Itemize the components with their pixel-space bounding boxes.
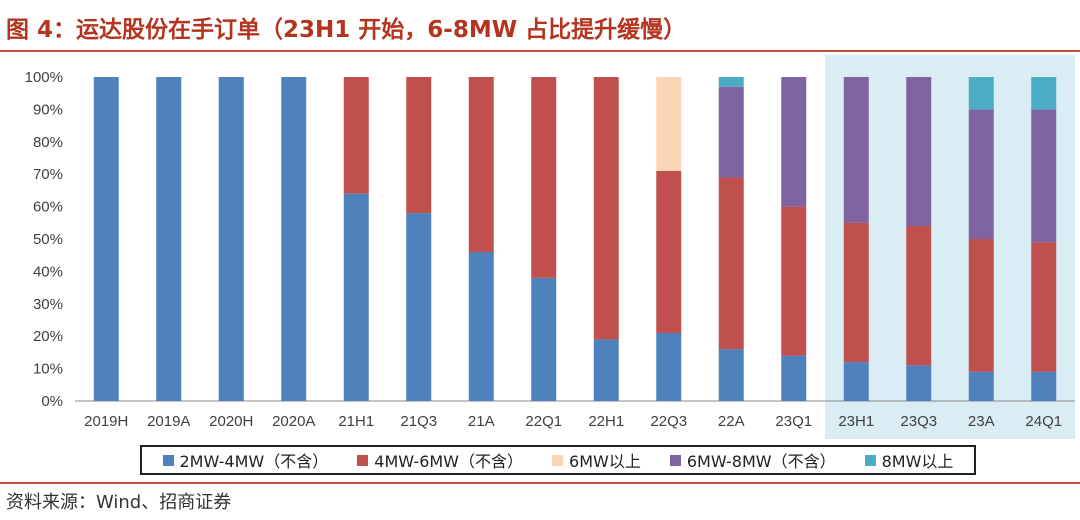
bar-segment — [531, 77, 557, 278]
bar-segment — [343, 193, 369, 401]
bar-segment — [656, 170, 682, 333]
bar-segment — [1031, 242, 1057, 372]
bar-segment — [843, 362, 869, 401]
bar-segment — [593, 77, 619, 340]
y-tick-label: 40% — [33, 263, 63, 280]
y-tick-label: 70% — [33, 166, 63, 183]
y-tick-label: 90% — [33, 101, 63, 118]
legend-label: 4MW-6MW（不含） — [374, 452, 524, 471]
bar-segment — [781, 206, 807, 356]
bar-segment — [531, 277, 557, 401]
x-tick-label: 2020H — [209, 413, 253, 430]
bar-segment — [343, 77, 369, 194]
x-tick-label: 2019H — [84, 413, 128, 430]
bar-segment — [281, 77, 307, 401]
legend-swatch — [357, 454, 369, 466]
source-note: 资料来源：Wind、招商证券 — [6, 492, 232, 513]
legend-item-4-6mw: 4MW-6MW（不含） — [357, 448, 523, 472]
bar-segment — [656, 77, 682, 171]
bar-segment — [468, 77, 494, 252]
stacked-bar-chart: 0% 10% 20% 30% 40% 50% 60% 70% 80% 90% 100% 2019H 20… — [25, 55, 1075, 439]
bar-segment — [656, 332, 682, 401]
legend-swatch — [552, 454, 564, 466]
x-tick-label: 24Q1 — [1025, 413, 1062, 430]
bar-segment — [718, 77, 744, 87]
y-tick-label: 20% — [33, 328, 63, 345]
x-tick-label: 22Q1 — [525, 413, 562, 430]
legend-swatch — [669, 454, 681, 466]
bar-segment — [906, 77, 932, 227]
legend-item-2-4mw: 2MW-4MW（不含） — [162, 448, 329, 472]
legend-label: 8MW以上 — [881, 452, 954, 471]
legend-label: 2MW-4MW（不含） — [179, 452, 329, 471]
bar-segment — [906, 365, 932, 401]
bar-segment — [781, 355, 807, 401]
bar-segment — [843, 77, 869, 223]
footer-divider — [0, 482, 1080, 484]
bar-segment — [1031, 371, 1057, 401]
legend-item-6-8mw: 6MW-8MW（不含） — [669, 448, 836, 472]
x-tick-label: 21H1 — [338, 413, 374, 430]
bar-segment — [968, 109, 994, 240]
y-tick-label: 10% — [33, 361, 63, 378]
x-tick-label: 21A — [468, 413, 495, 430]
y-tick-label: 50% — [33, 231, 63, 248]
x-tick-label: 23Q3 — [900, 413, 937, 430]
legend-label: 6MW-8MW（不含） — [686, 452, 836, 471]
bar-segment — [406, 77, 432, 214]
bar-segment — [718, 86, 744, 178]
legend-swatch — [864, 454, 876, 466]
bar-segment — [468, 251, 494, 401]
x-tick-label: 23A — [968, 413, 995, 430]
x-tick-label: 2020A — [272, 413, 315, 430]
legend: 2MW-4MW（不含） 4MW-6MW（不含） 6MW以上 6MW-8MW（不含… — [140, 445, 976, 475]
bar-segment — [718, 177, 744, 350]
x-tick-label: 21Q3 — [400, 413, 437, 430]
bar-segment — [93, 77, 119, 401]
x-tick-label: 2019A — [147, 413, 190, 430]
bar-segment — [968, 371, 994, 401]
x-tick-label: 22Q3 — [650, 413, 687, 430]
legend-swatch — [162, 454, 174, 466]
x-tick-label: 22A — [718, 413, 745, 430]
y-tick-label: 80% — [33, 134, 63, 151]
bar-segment — [781, 77, 807, 207]
bar-segment — [1031, 77, 1057, 110]
bar-segment — [843, 222, 869, 363]
x-tick-label: 23H1 — [838, 413, 874, 430]
bar-segment — [406, 213, 432, 401]
page-title: 图 4：运达股份在手订单（23H1 开始，6-8MW 占比提升缓慢） — [6, 17, 687, 43]
bar-segment — [968, 77, 994, 110]
bar-segment — [593, 339, 619, 401]
legend-item-6mw-plus: 6MW以上 — [552, 448, 641, 472]
y-tick-label: 0% — [41, 393, 63, 410]
y-tick-label: 30% — [33, 296, 63, 313]
x-tick-label: 23Q1 — [775, 413, 812, 430]
y-tick-label: 60% — [33, 199, 63, 216]
y-tick-label: 100% — [25, 69, 63, 86]
bar-segment — [906, 226, 932, 366]
legend-item-8mw-plus: 8MW以上 — [864, 448, 954, 472]
bar-segment — [156, 77, 182, 401]
bar-segment — [218, 77, 244, 401]
bar-segment — [1031, 109, 1057, 243]
legend-label: 6MW以上 — [569, 452, 641, 471]
title-divider — [0, 50, 1080, 52]
bar-segment — [718, 349, 744, 401]
bar-segment — [968, 239, 994, 372]
x-tick-label: 22H1 — [588, 413, 624, 430]
